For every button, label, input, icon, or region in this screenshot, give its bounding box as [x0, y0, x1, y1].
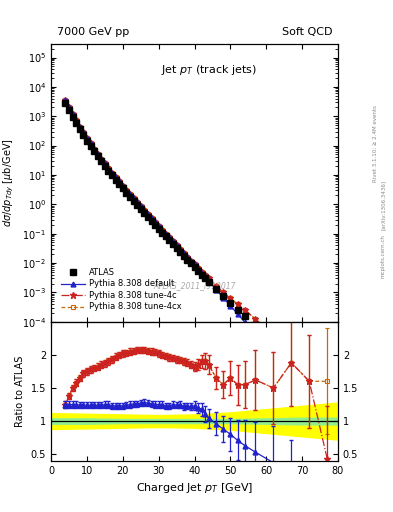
Y-axis label: $d\sigma/dp_{Tdy}$ [$\mu$b/GeV]: $d\sigma/dp_{Tdy}$ [$\mu$b/GeV] — [2, 138, 17, 227]
Text: ATLAS_2011_I919017: ATLAS_2011_I919017 — [153, 281, 236, 290]
Text: Jet $p_T$ (track jets): Jet $p_T$ (track jets) — [161, 63, 257, 77]
Text: 7000 GeV pp: 7000 GeV pp — [57, 27, 129, 36]
Text: mcplots.cern.ch: mcplots.cern.ch — [381, 234, 386, 278]
Y-axis label: Ratio to ATLAS: Ratio to ATLAS — [15, 355, 25, 427]
X-axis label: Charged Jet $p_T$ [GeV]: Charged Jet $p_T$ [GeV] — [136, 481, 253, 495]
Text: Rivet 3.1.10; ≥ 2.4M events: Rivet 3.1.10; ≥ 2.4M events — [373, 105, 378, 182]
Text: Soft QCD: Soft QCD — [282, 27, 332, 36]
Legend: ATLAS, Pythia 8.308 default, Pythia 8.308 tune-4c, Pythia 8.308 tune-4cx: ATLAS, Pythia 8.308 default, Pythia 8.30… — [58, 265, 185, 315]
Text: [arXiv:1306.3436]: [arXiv:1306.3436] — [381, 180, 386, 230]
